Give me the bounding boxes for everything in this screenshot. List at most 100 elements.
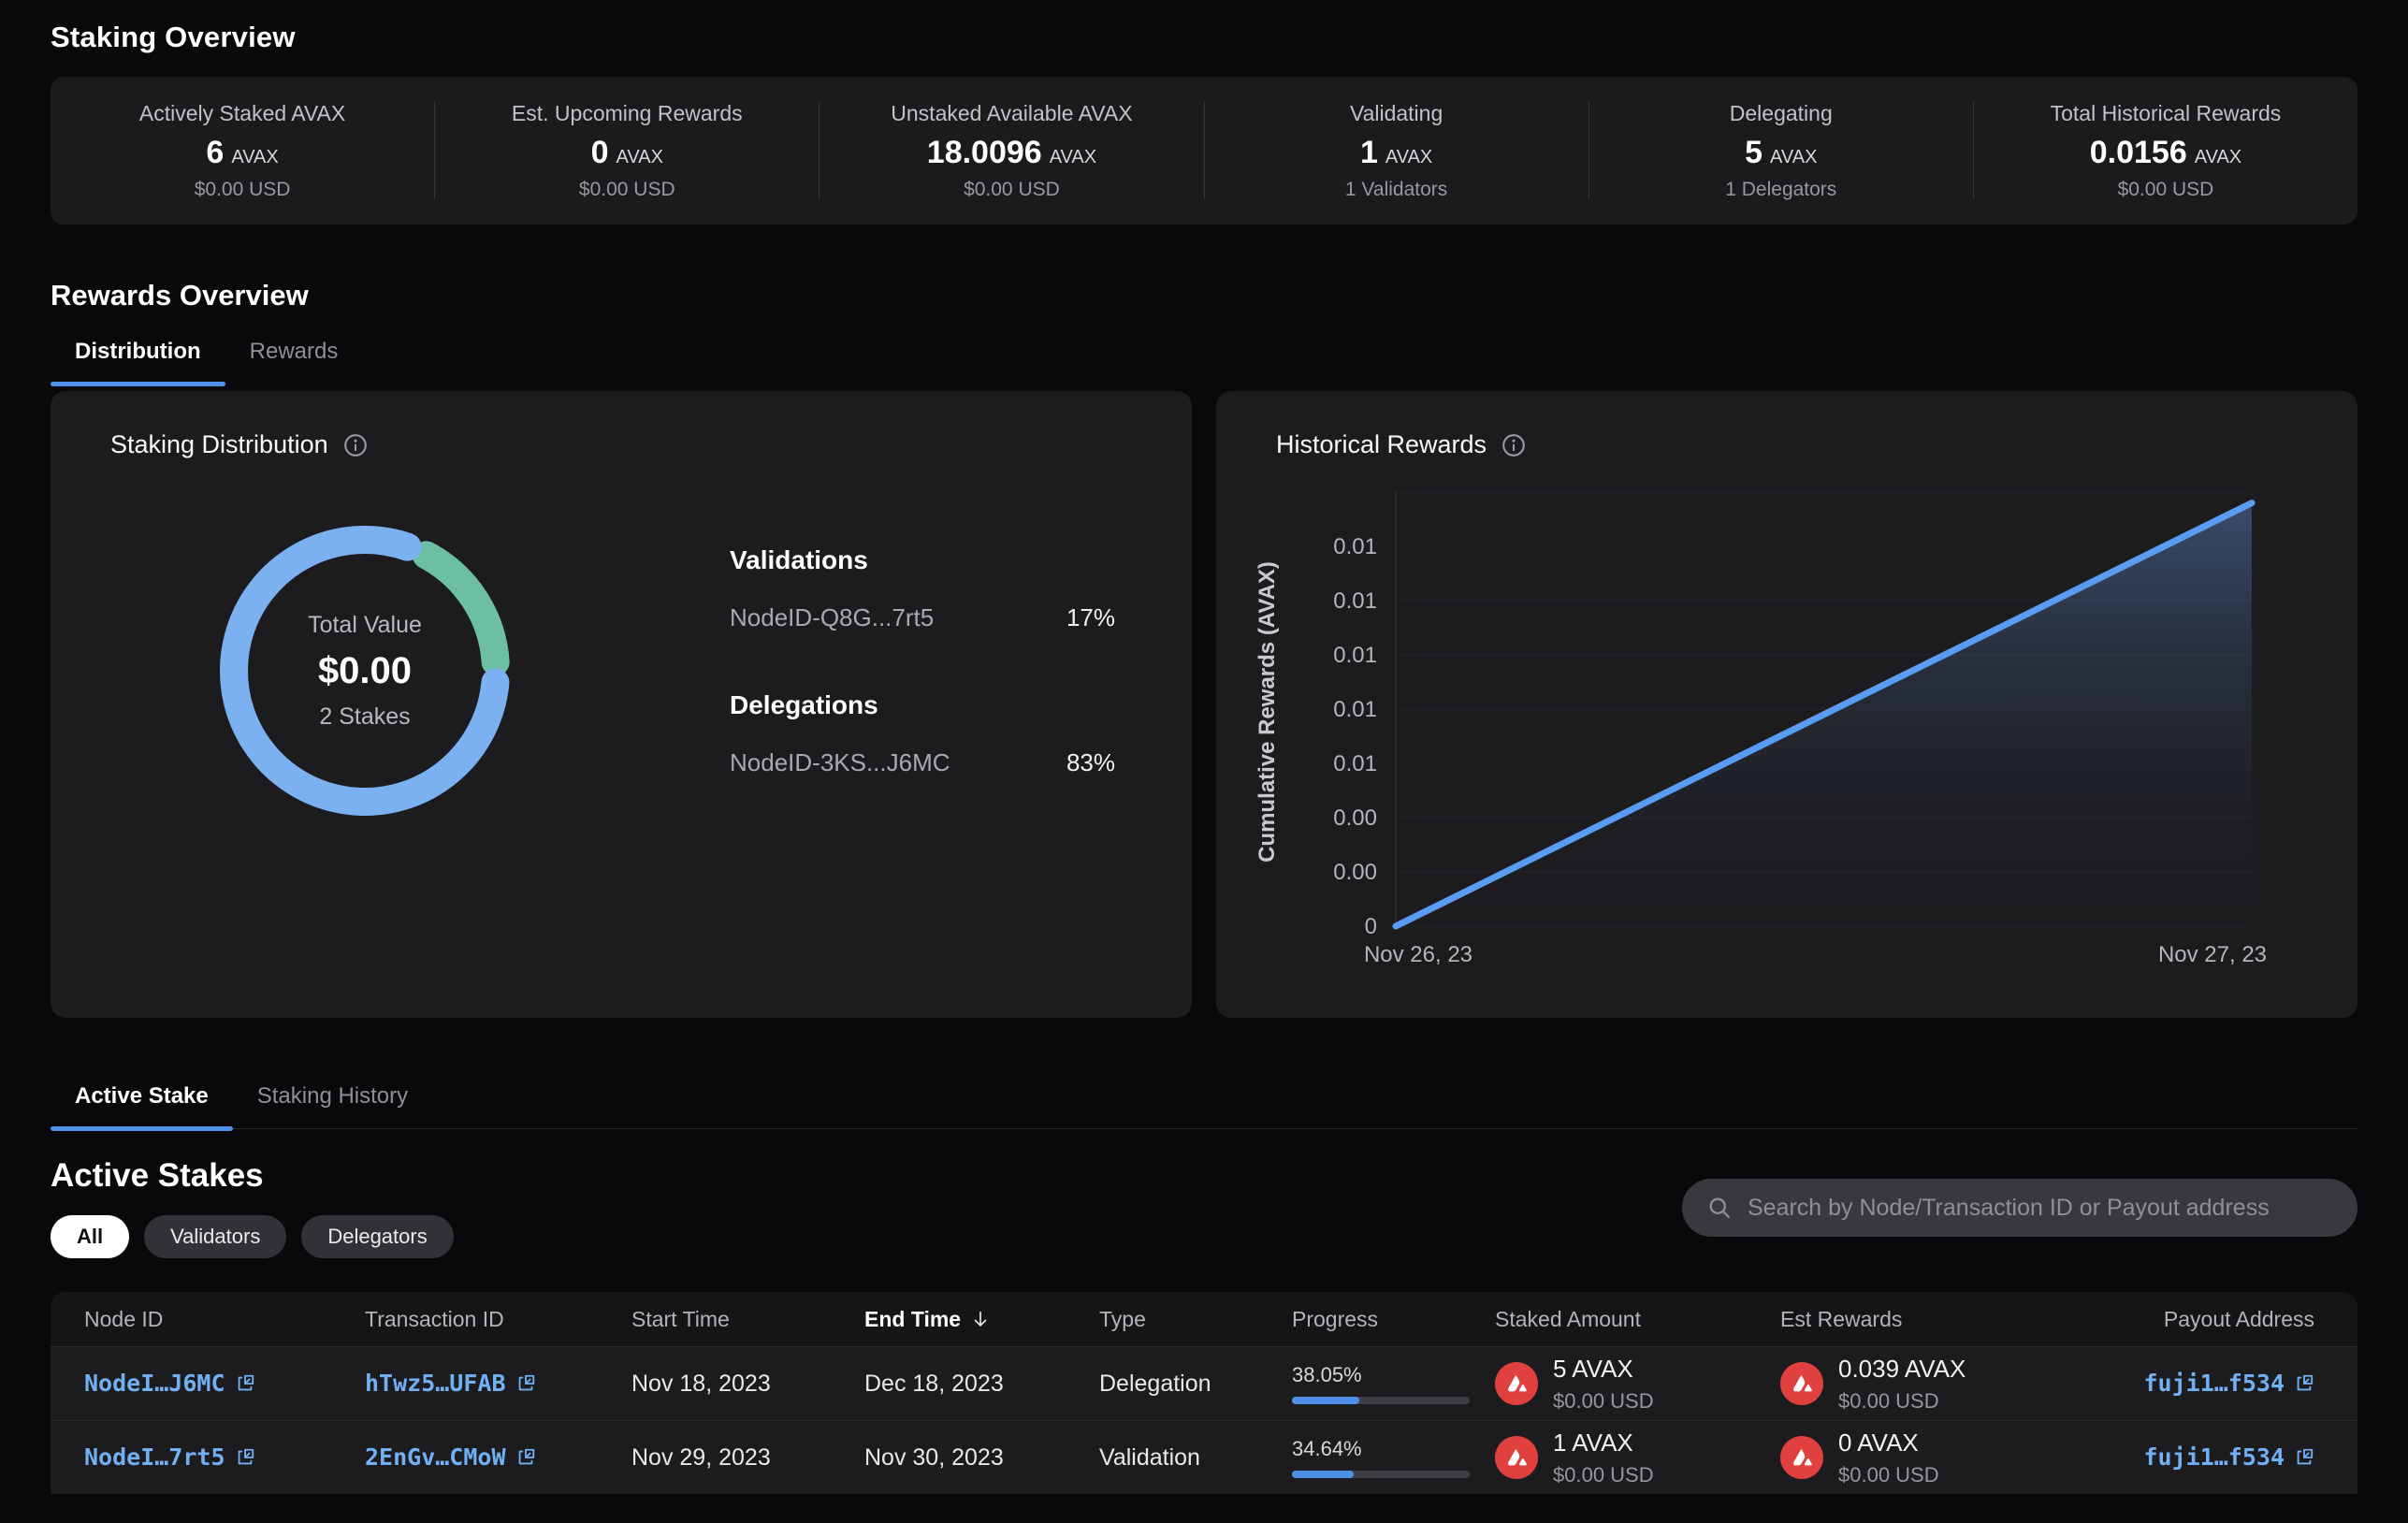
info-icon[interactable]	[343, 433, 368, 457]
external-link-icon	[235, 1447, 255, 1468]
est-rewards-usd: $0.00 USD	[1838, 1462, 1939, 1487]
start-time-cell: Nov 29, 2023	[631, 1443, 771, 1471]
svg-text:0.01: 0.01	[1333, 588, 1377, 614]
node-id-link[interactable]: NodeI…7rt5	[84, 1443, 255, 1471]
stat-unit: AVAX	[2194, 146, 2242, 167]
stat-unstaked-available: Unstaked Available AVAX 18.0096 AVAX $0.0…	[819, 100, 1203, 200]
stat-sub: $0.00 USD	[194, 178, 291, 200]
stat-value: 6 AVAX	[206, 134, 279, 170]
col-progress: Progress	[1292, 1306, 1379, 1331]
donut-chart	[220, 526, 510, 816]
active-stakes-left: Active Stakes All Validators Delegators	[51, 1157, 454, 1258]
rewards-overview-title: Rewards Overview	[51, 279, 309, 312]
svg-text:0.01: 0.01	[1333, 534, 1377, 559]
validations-heading: Validations	[730, 545, 868, 574]
stat-label: Total Historical Rewards	[2050, 100, 2282, 125]
stat-unit: AVAX	[231, 146, 279, 167]
svg-text:0.00: 0.00	[1333, 860, 1377, 885]
svg-text:Nov 27, 23: Nov 27, 23	[2158, 942, 2267, 967]
table-row: NodeI…7rt5 2EnGv…CMoW Nov 29, 2023 Nov 3…	[51, 1420, 2357, 1494]
svg-text:Nov 26, 23: Nov 26, 23	[1364, 942, 1472, 967]
svg-text:0.01: 0.01	[1333, 643, 1377, 668]
historical-rewards-panel: Historical Rewards 0 0.00 0.00 0.01 0.01 0.01…	[1216, 391, 2357, 1018]
avax-logo-icon	[1495, 1362, 1538, 1405]
tab-rewards[interactable]: Rewards	[249, 339, 339, 364]
staked-value: 1 AVAX	[1553, 1428, 1633, 1457]
historical-panel-title: Historical Rewards	[1276, 430, 1487, 458]
active-stakes-heading: Active Stakes	[51, 1157, 264, 1194]
info-icon[interactable]	[1501, 433, 1526, 457]
page-title: Staking Overview	[51, 21, 296, 53]
payout-address-link[interactable]: fuji1…f534	[2089, 1443, 2314, 1471]
tab-distribution[interactable]: Distribution	[51, 326, 225, 386]
search-input[interactable]	[1746, 1193, 2333, 1223]
avax-logo-icon	[1780, 1362, 1823, 1405]
col-end-time[interactable]: End Time	[864, 1307, 1099, 1332]
donut-center: Total Value $0.00 2 Stakes	[215, 521, 515, 820]
filter-all[interactable]: All	[51, 1215, 130, 1258]
external-link-icon	[515, 1447, 536, 1468]
stat-value: 0 AVAX	[590, 134, 663, 170]
line-chart: 0 0.00 0.00 0.01 0.01 0.01 0.01 0.01 Nov 26, 23 N…	[1255, 491, 2267, 967]
filter-validators[interactable]: Validators	[144, 1215, 287, 1258]
tab-staking-history[interactable]: Staking History	[256, 1083, 409, 1109]
staked-value: 5 AVAX	[1553, 1354, 1633, 1383]
tab-active-stake[interactable]: Active Stake	[51, 1070, 233, 1131]
stat-sub: $0.00 USD	[964, 178, 1060, 200]
stat-sub: 1 Validators	[1344, 178, 1448, 200]
external-link-icon	[2294, 1447, 2314, 1468]
avax-logo-icon	[1495, 1436, 1538, 1479]
validations-pct: 17%	[1066, 603, 1115, 631]
stat-actively-staked: Actively Staked AVAX 6 AVAX $0.00 USD	[51, 101, 434, 200]
stat-sub: $0.00 USD	[2117, 178, 2214, 200]
type-cell: Delegation	[1099, 1370, 1211, 1397]
stat-label: Unstaked Available AVAX	[891, 100, 1133, 125]
stat-label: Delegating	[1729, 100, 1833, 125]
filter-delegators[interactable]: Delegators	[301, 1215, 454, 1258]
stat-value: 0.0156 AVAX	[2089, 134, 2242, 170]
col-est-rewards: Est Rewards	[1780, 1306, 1903, 1331]
payout-address-link[interactable]: fuji1…f534	[2089, 1370, 2314, 1397]
stat-sub: $0.00 USD	[578, 178, 675, 200]
svg-text:0.01: 0.01	[1333, 751, 1377, 776]
svg-text:0: 0	[1365, 914, 1377, 939]
stat-label: Validating	[1349, 100, 1443, 125]
svg-text:0.01: 0.01	[1333, 697, 1377, 722]
stat-unit: AVAX	[1385, 146, 1433, 167]
rewards-tabbar: Distribution Rewards	[51, 326, 2357, 386]
external-link-icon	[235, 1373, 255, 1394]
col-node-id: Node ID	[84, 1306, 164, 1331]
type-cell: Validation	[1099, 1443, 1200, 1471]
staked-amount-cell: 1 AVAX $0.00 USD	[1495, 1429, 1780, 1487]
external-link-icon	[2294, 1373, 2314, 1394]
progress-cell: 38.05%	[1292, 1363, 1495, 1404]
stat-unit: AVAX	[1049, 146, 1097, 167]
donut-center-sub: 2 Stakes	[319, 703, 411, 730]
sort-desc-icon	[970, 1309, 991, 1329]
search-box[interactable]	[1682, 1179, 2357, 1237]
stat-validating: Validating 1 AVAX 1 Validators	[1203, 100, 1588, 200]
node-id-link[interactable]: NodeI…J6MC	[84, 1370, 255, 1397]
progress-cell: 34.64%	[1292, 1437, 1495, 1478]
active-stakes-table: Node ID Transaction ID Start Time End Ti…	[51, 1292, 2357, 1494]
table-header: Node ID Transaction ID Start Time End Ti…	[51, 1292, 2357, 1346]
transaction-id-link[interactable]: 2EnGv…CMoW	[365, 1443, 536, 1471]
stat-sub: 1 Delegators	[1725, 178, 1837, 200]
avax-logo-icon	[1780, 1436, 1823, 1479]
svg-text:Cumulative Rewards (AVAX): Cumulative Rewards (AVAX)	[1255, 561, 1280, 863]
transaction-id-link[interactable]: hTwz5…UFAB	[365, 1370, 536, 1397]
stat-upcoming-rewards: Est. Upcoming Rewards 0 AVAX $0.00 USD	[434, 101, 819, 200]
delegations-group: Delegations NodeID-3KS...J6MC 83%	[730, 690, 1115, 777]
staked-amount-cell: 5 AVAX $0.00 USD	[1495, 1355, 1780, 1414]
delegations-pct: 83%	[1066, 748, 1115, 776]
staking-overview-stats: Actively Staked AVAX 6 AVAX $0.00 USD Est…	[51, 77, 2357, 225]
col-payout-address: Payout Address	[2163, 1306, 2314, 1331]
stat-value: 1 AVAX	[1359, 134, 1433, 170]
donut-center-value: $0.00	[317, 649, 413, 691]
svg-text:0.00: 0.00	[1333, 805, 1377, 831]
stat-total-historical-rewards: Total Historical Rewards 0.0156 AVAX $0.0…	[1972, 100, 2357, 200]
stake-tabbar: Active Stake Staking History	[51, 1070, 2357, 1131]
external-link-icon	[515, 1373, 536, 1394]
est-rewards-cell: 0.039 AVAX $0.00 USD	[1780, 1355, 2089, 1414]
delegations-node-id: NodeID-3KS...J6MC	[730, 748, 950, 776]
